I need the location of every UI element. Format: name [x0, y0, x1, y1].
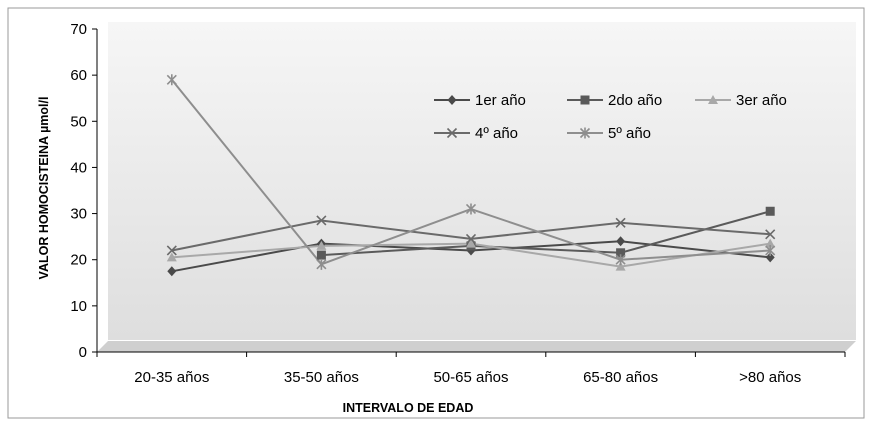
legend-marker-5 — [579, 127, 591, 139]
series-3-point — [316, 240, 327, 250]
series-line-2 — [321, 210, 771, 257]
series-3-point — [466, 238, 476, 248]
plot-area — [108, 22, 856, 340]
series-1-point — [167, 266, 177, 277]
series-5-point — [615, 254, 626, 266]
legend-label-5: 5º año — [608, 125, 651, 142]
series-1-point — [616, 236, 626, 247]
legend-marker-3 — [708, 95, 718, 104]
series-5-point — [765, 244, 776, 256]
series-5-point — [465, 203, 477, 215]
y-tick-label: 70 — [70, 21, 87, 38]
series-4-point — [465, 233, 477, 245]
legend-marker-1 — [447, 95, 457, 105]
x-axis-title: INTERVALO DE EDAD — [343, 401, 474, 415]
legend-marker-4 — [446, 127, 458, 139]
legend-label-4: 4º año — [475, 125, 518, 142]
y-axis-title: VALOR HOMOCISTEINA µmol/l — [37, 97, 51, 280]
x-tick-label: 50-65 años — [433, 369, 508, 386]
legend-label-1: 1er año — [475, 92, 526, 109]
x-tick-label: 20-35 años — [134, 369, 209, 386]
legend-label-3: 3er año — [736, 92, 787, 109]
x-tick-label: 65-80 años — [583, 369, 658, 386]
series-2-point — [765, 206, 775, 216]
series-4-point — [765, 229, 776, 240]
y-tick-label: 40 — [70, 159, 87, 176]
series-3-point — [615, 261, 626, 271]
series-5-point — [166, 74, 177, 86]
series-2-point — [616, 248, 626, 258]
series-3-point — [765, 238, 776, 248]
y-tick-label: 0 — [79, 344, 87, 361]
series-4-point — [316, 215, 327, 226]
series-4-point — [166, 245, 177, 256]
plot-floor — [97, 341, 856, 352]
series-4-point — [615, 217, 626, 228]
series-2-point — [316, 250, 326, 260]
legend-label-2: 2do año — [608, 92, 662, 109]
x-tick-label: >80 años — [739, 369, 801, 386]
y-tick-label: 30 — [70, 206, 87, 223]
x-tick-label: 35-50 años — [284, 369, 359, 386]
series-3-point — [166, 252, 177, 262]
y-tick-label: 20 — [70, 252, 87, 269]
series-1-point — [765, 252, 775, 263]
series-5-point — [316, 258, 327, 270]
legend-marker-2 — [580, 95, 590, 105]
y-tick-label: 10 — [70, 298, 87, 315]
y-tick-label: 50 — [70, 113, 87, 130]
y-tick-label: 60 — [70, 67, 87, 84]
